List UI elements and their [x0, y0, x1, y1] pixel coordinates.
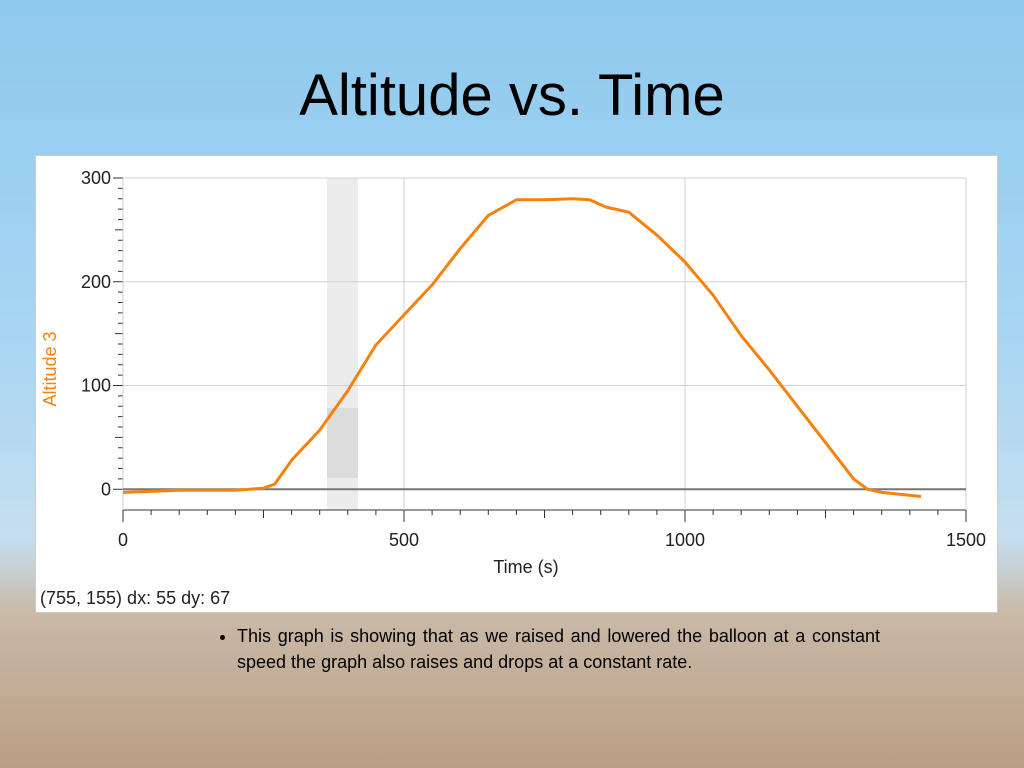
x-tick-label: 500: [389, 530, 419, 550]
y-axis-label: Altitude 3: [40, 331, 60, 406]
y-tick-label: 300: [81, 168, 111, 188]
data-line: [122, 197, 922, 498]
y-tick-label: 200: [81, 272, 111, 292]
x-tick-label: 1500: [946, 530, 986, 550]
bullet-list: This graph is showing that as we raised …: [217, 623, 880, 675]
readout: (755, 155) dx: 55 dy: 67: [40, 588, 231, 608]
chart-panel: [35, 155, 998, 613]
selection-box: [327, 408, 358, 478]
x-tick-label: 0: [118, 530, 128, 550]
bullet-text: This graph is showing that as we raised …: [237, 623, 880, 675]
x-axis-label: Time (s): [493, 557, 558, 577]
y-tick-label: 100: [81, 376, 111, 396]
x-tick-label: 1000: [665, 530, 705, 550]
y-tick-label: 0: [101, 479, 111, 499]
slide-title: Altitude vs. Time: [299, 63, 725, 128]
